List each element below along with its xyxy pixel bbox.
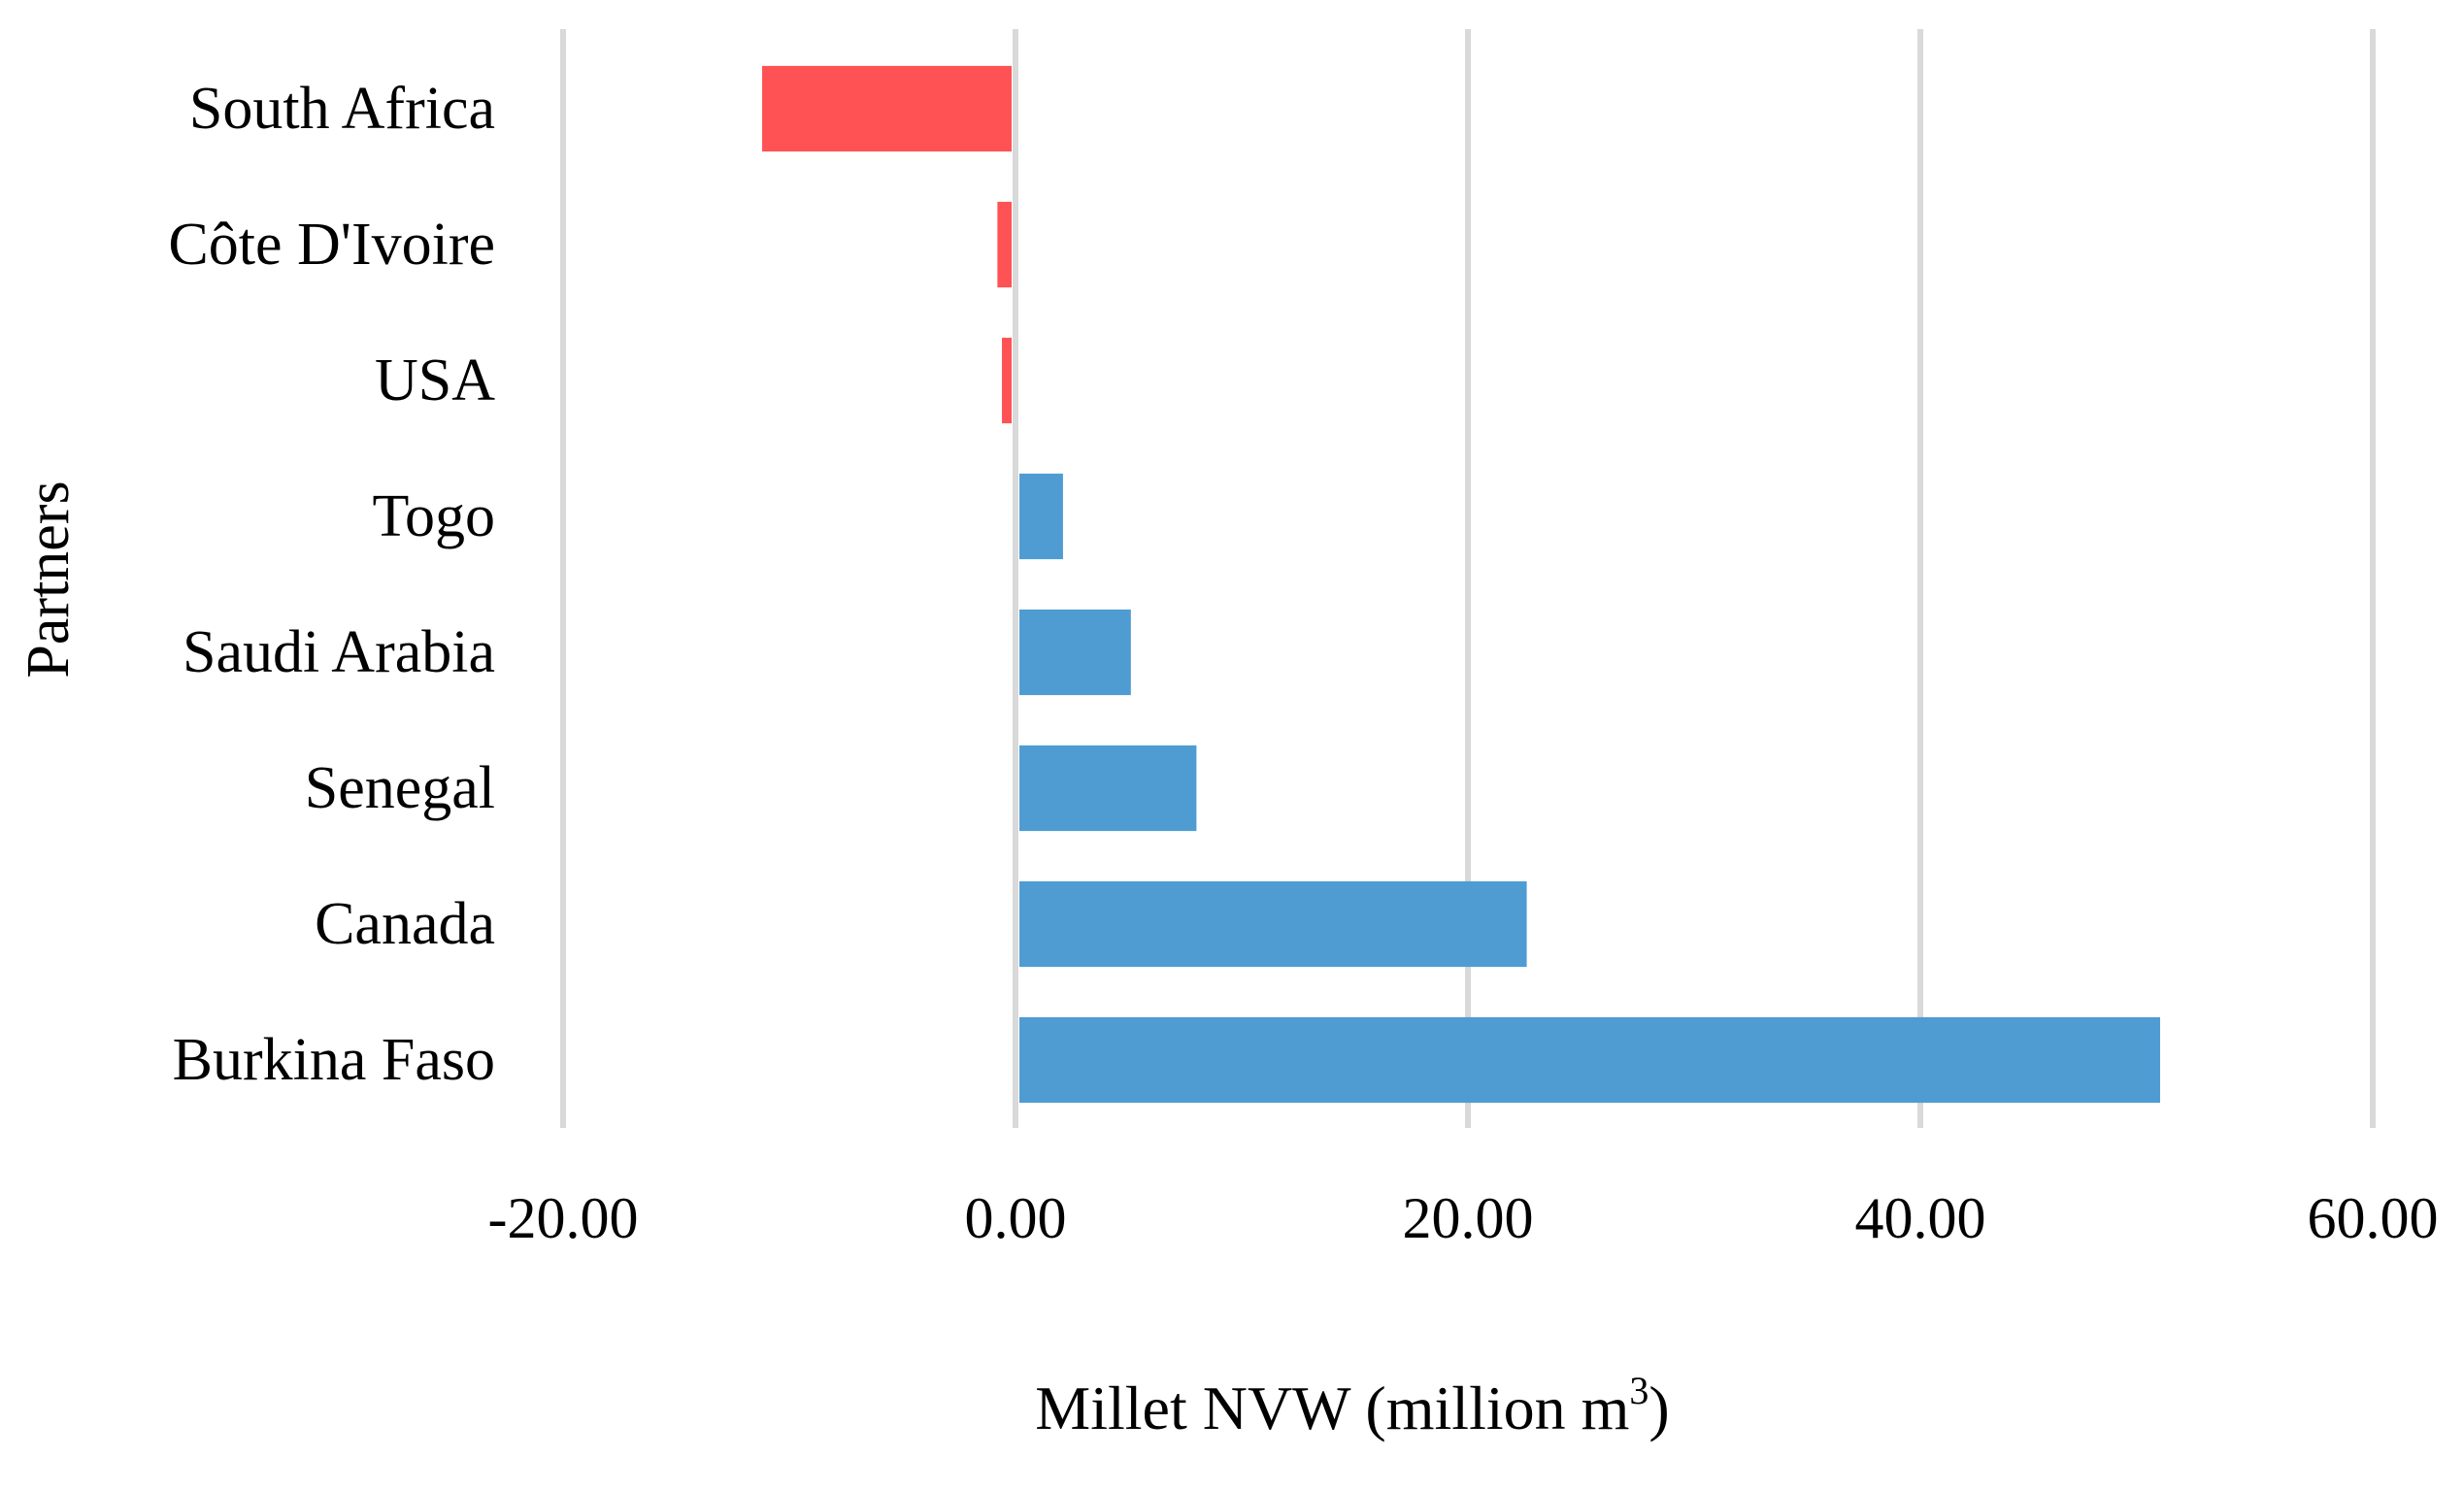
bar-togo xyxy=(1019,473,1063,560)
bar-canada xyxy=(1019,880,1527,968)
x-axis-title: Millet NVW (million m3) xyxy=(1035,1369,1669,1442)
category-label: Senegal xyxy=(305,755,495,821)
x-tick-label: 60.00 xyxy=(2308,1186,2439,1250)
bar-c-te-d-ivoire xyxy=(997,201,1012,288)
bars xyxy=(762,65,2160,1104)
bar-saudi-arabia xyxy=(1019,609,1131,696)
category-label: Canada xyxy=(315,891,495,957)
category-label: Togo xyxy=(372,483,495,549)
category-label: South Africa xyxy=(189,76,495,142)
bar-senegal xyxy=(1019,745,1197,832)
bar-burkina-faso xyxy=(1019,1016,2160,1104)
category-label: USA xyxy=(375,348,495,414)
category-label: Saudi Arabia xyxy=(183,619,495,685)
bar-usa xyxy=(1002,337,1012,424)
x-tick-label: -20.00 xyxy=(488,1186,639,1250)
x-tick-label: 20.00 xyxy=(1403,1186,1534,1250)
x-tick-label: 40.00 xyxy=(1855,1186,1986,1250)
y-axis-title: Partners xyxy=(16,480,82,678)
x-tick-label: 0.00 xyxy=(965,1186,1067,1250)
category-labels: South Africa Côte D'Ivoire USA Togo Saudi Ar… xyxy=(168,76,495,1093)
x-tick-labels: -20.00 0.00 20.00 40.00 60.00 xyxy=(488,1186,2439,1250)
bar-south-africa xyxy=(762,65,1012,152)
gridlines xyxy=(560,29,2376,1128)
category-label: Côte D'Ivoire xyxy=(168,212,495,278)
category-label: Burkina Faso xyxy=(173,1027,495,1093)
